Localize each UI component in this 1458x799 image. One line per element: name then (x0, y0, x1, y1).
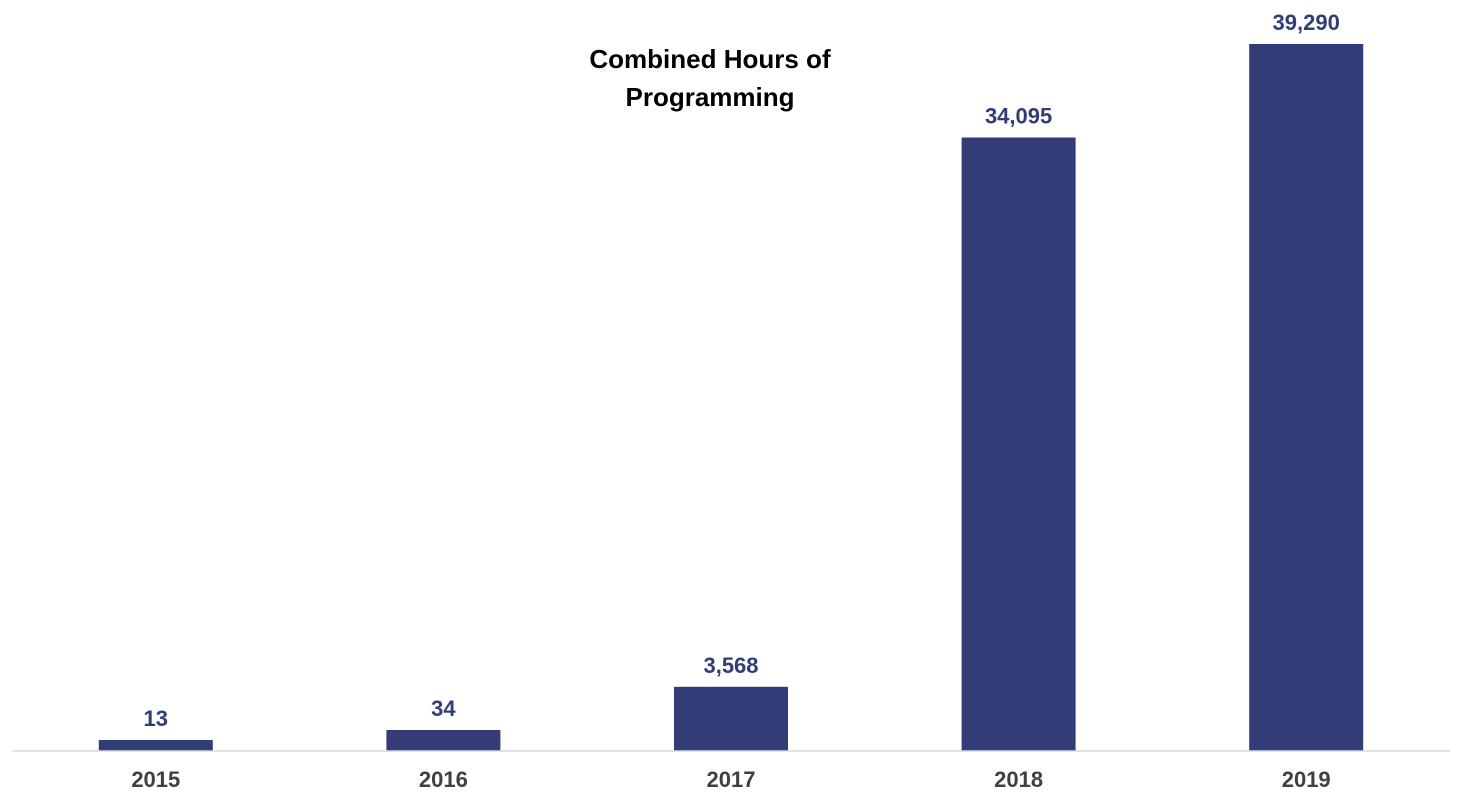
x-tick-label-2016: 2016 (419, 767, 468, 792)
bar-2017 (674, 686, 788, 751)
chart-title-line-1: Combined Hours of (589, 44, 831, 74)
chart-title: Combined Hours of Programming (589, 44, 831, 112)
data-label-2016: 34 (431, 696, 456, 721)
x-tick-label-2017: 2017 (707, 767, 756, 792)
data-label-2015: 13 (144, 706, 168, 731)
bar-2015 (98, 740, 213, 751)
data-labels-group: 13 34 3,568 34,095 39,290 (144, 10, 1340, 731)
chart-title-line-2: Programming (625, 82, 794, 112)
bar-2016 (386, 730, 501, 751)
bar-2019 (1249, 44, 1364, 751)
x-tick-label-2019: 2019 (1282, 767, 1331, 792)
x-tick-label-2018: 2018 (994, 767, 1043, 792)
x-tick-labels-group: 2015 2016 2017 2018 2019 (131, 767, 1330, 792)
data-label-2018: 34,095 (985, 104, 1052, 129)
data-label-2019: 39,290 (1273, 10, 1340, 35)
data-label-2017: 3,568 (703, 653, 758, 678)
x-tick-label-2015: 2015 (131, 767, 180, 792)
bar-2018 (961, 137, 1076, 751)
bars-group (98, 44, 1364, 751)
